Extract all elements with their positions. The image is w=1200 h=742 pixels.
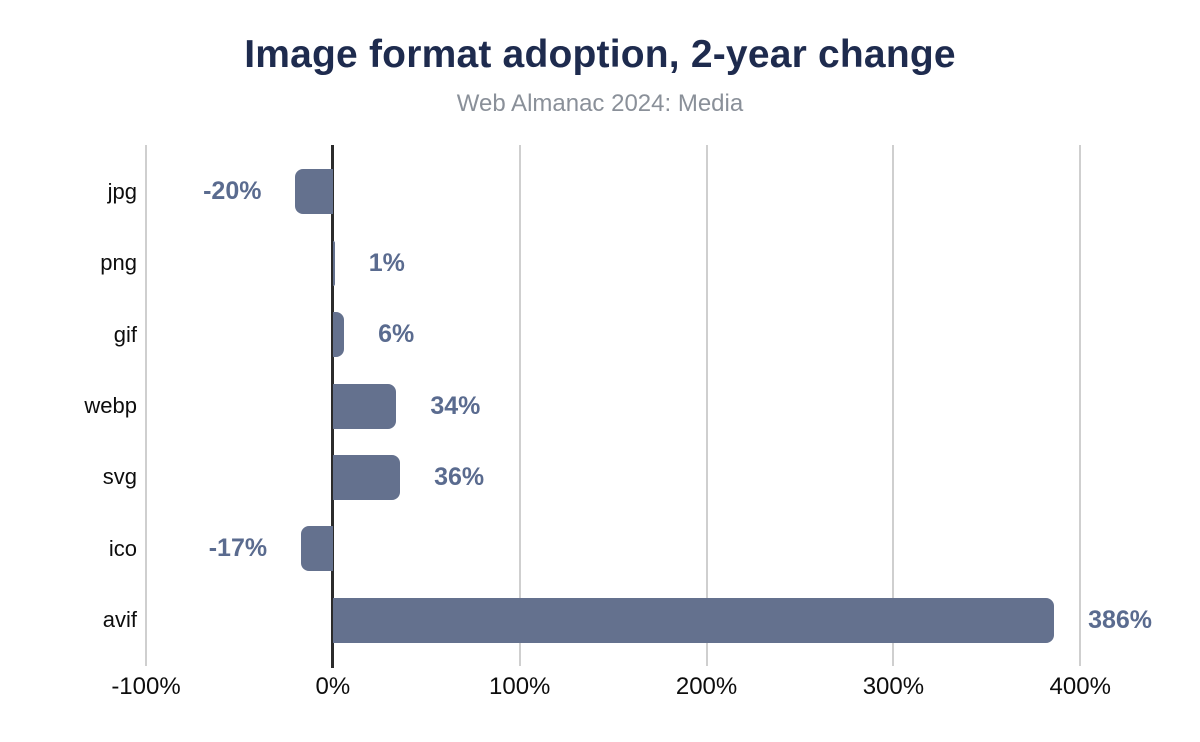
value-label-jpg: -20% [203, 177, 262, 206]
category-label-svg: svg [102, 464, 137, 490]
bar-ico [301, 526, 333, 572]
value-label-webp: 34% [430, 391, 481, 420]
bar-png [332, 240, 335, 286]
plot-area: -100% 0% 100% 200% 300% 400% -20% 1% 6% 34% 36% -17… [111, 145, 1155, 700]
category-label-png: png [100, 250, 137, 276]
category-label-ico: ico [108, 535, 137, 561]
value-label-png: 1% [368, 248, 405, 277]
chart-title: Image format adoption, 2-year change [244, 33, 956, 76]
x-tick-label: 100% [489, 673, 551, 700]
value-label-svg: 36% [434, 462, 485, 491]
gridline [145, 145, 147, 666]
gridline [518, 145, 521, 666]
gridline [892, 145, 895, 666]
gridline [705, 145, 708, 666]
category-label-avif: avif [102, 607, 137, 633]
gridline [1079, 145, 1082, 666]
category-label-webp: webp [84, 392, 137, 418]
bar-webp [332, 383, 397, 429]
x-tick-label: 0% [315, 673, 351, 700]
category-label-jpg: jpg [107, 178, 137, 204]
x-tick-label: 300% [862, 673, 925, 700]
bar-gif [332, 312, 345, 358]
bar-svg [332, 454, 401, 500]
x-tick-label: -100% [111, 673, 181, 700]
x-tick-label: 200% [675, 673, 738, 700]
category-label-gif: gif [113, 321, 137, 347]
value-label-ico: -17% [208, 534, 268, 563]
value-label-gif: 6% [378, 320, 415, 349]
value-label-avif: 386% [1088, 605, 1153, 634]
chart-subtitle: Web Almanac 2024: Media [456, 90, 744, 117]
bar-jpg [295, 169, 333, 215]
bar-avif [332, 597, 1055, 643]
x-tick-label: 400% [1049, 673, 1111, 700]
